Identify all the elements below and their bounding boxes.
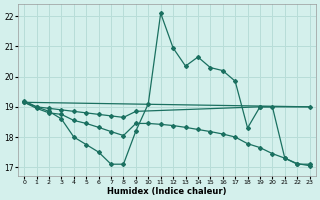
X-axis label: Humidex (Indice chaleur): Humidex (Indice chaleur) (107, 187, 227, 196)
